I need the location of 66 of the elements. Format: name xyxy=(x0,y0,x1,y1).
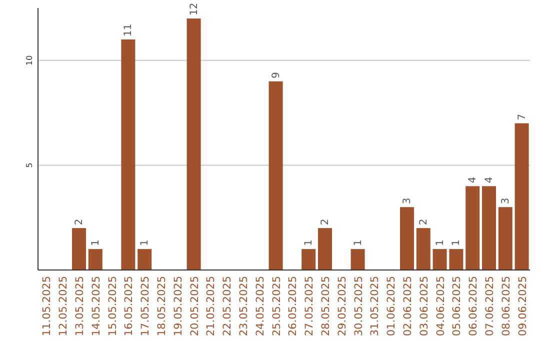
x-tick-label: 27.05.2025 xyxy=(304,276,316,336)
data-label: 11 xyxy=(123,24,134,36)
x-tick-label: 06.06.2025 xyxy=(468,276,480,336)
bar xyxy=(186,18,201,270)
x-tick-label: 21.05.2025 xyxy=(205,276,218,336)
bar xyxy=(88,249,102,270)
bar xyxy=(268,81,283,270)
x-tick-label: 30.05.2025 xyxy=(352,276,365,336)
data-label: 3 xyxy=(402,198,413,204)
data-label: 1 xyxy=(434,240,446,246)
bar xyxy=(121,39,136,270)
x-tick-label: 22.05.2025 xyxy=(222,276,234,336)
x-tick-label: 11.05.2025 xyxy=(41,276,54,336)
bar xyxy=(400,207,414,270)
data-label: 1 xyxy=(90,240,102,246)
x-tick-label: 03.06.2025 xyxy=(418,276,430,336)
x-tick-label: 09.06.2025 xyxy=(516,276,529,336)
data-label: 1 xyxy=(140,240,151,246)
data-label: 1 xyxy=(352,240,364,246)
data-label: 7 xyxy=(516,114,528,120)
x-tick-label: 12.05.2025 xyxy=(58,276,70,336)
x-tick-label: 19.05.2025 xyxy=(172,276,184,336)
bar xyxy=(514,123,529,270)
x-tick-label: 25.05.2025 xyxy=(270,276,283,336)
x-tick-label: 31.05.2025 xyxy=(369,276,382,336)
bar xyxy=(318,228,332,270)
x-tick-label: 02.06.2025 xyxy=(402,276,414,336)
data-label: 4 xyxy=(484,176,495,184)
data-label: 4 xyxy=(468,176,479,184)
data-label: 2 xyxy=(320,218,331,226)
bar xyxy=(449,249,464,270)
bar xyxy=(416,228,430,270)
x-tick-label: 17.05.2025 xyxy=(140,276,152,336)
data-label: 12 xyxy=(188,2,200,16)
x-tick-label: 14.05.2025 xyxy=(90,276,102,336)
x-tick-label: 08.06.2025 xyxy=(500,276,512,336)
y-tick-label: 10 xyxy=(25,55,34,66)
x-tick-label: 15.05.2025 xyxy=(106,276,119,336)
x-tick-label: 18.05.2025 xyxy=(156,276,168,336)
bar xyxy=(72,228,86,270)
bar xyxy=(498,207,512,270)
x-tick-label: 16.05.2025 xyxy=(123,276,136,336)
x-tick-label: 07.06.2025 xyxy=(484,276,496,336)
bar xyxy=(482,186,496,270)
x-tick-label: 20.05.2025 xyxy=(188,276,201,336)
data-label: 9 xyxy=(270,72,282,78)
bar xyxy=(302,249,316,270)
x-tick-label: 13.05.2025 xyxy=(74,276,86,336)
y-tick-label: 5 xyxy=(25,162,34,168)
x-tick-label: 28.05.2025 xyxy=(320,276,332,336)
bar xyxy=(432,249,447,270)
bar xyxy=(138,249,152,270)
x-tick-label: 29.05.2025 xyxy=(336,276,348,336)
x-tick-label: 23.05.2025 xyxy=(238,276,250,336)
x-tick-label: 24.05.2025 xyxy=(254,276,266,336)
data-label: 1 xyxy=(451,240,462,246)
data-label: 3 xyxy=(500,198,512,204)
x-tick-label: 05.06.2025 xyxy=(451,276,464,336)
x-tick-label: 04.06.2025 xyxy=(434,276,447,336)
x-tick-label: 01.06.2025 xyxy=(386,276,398,336)
x-tick-label: 26.05.2025 xyxy=(287,276,300,336)
data-label: 1 xyxy=(304,240,315,246)
data-label: 2 xyxy=(74,218,85,226)
bar xyxy=(466,186,480,270)
data-label: 2 xyxy=(418,218,430,226)
bar xyxy=(350,249,365,270)
